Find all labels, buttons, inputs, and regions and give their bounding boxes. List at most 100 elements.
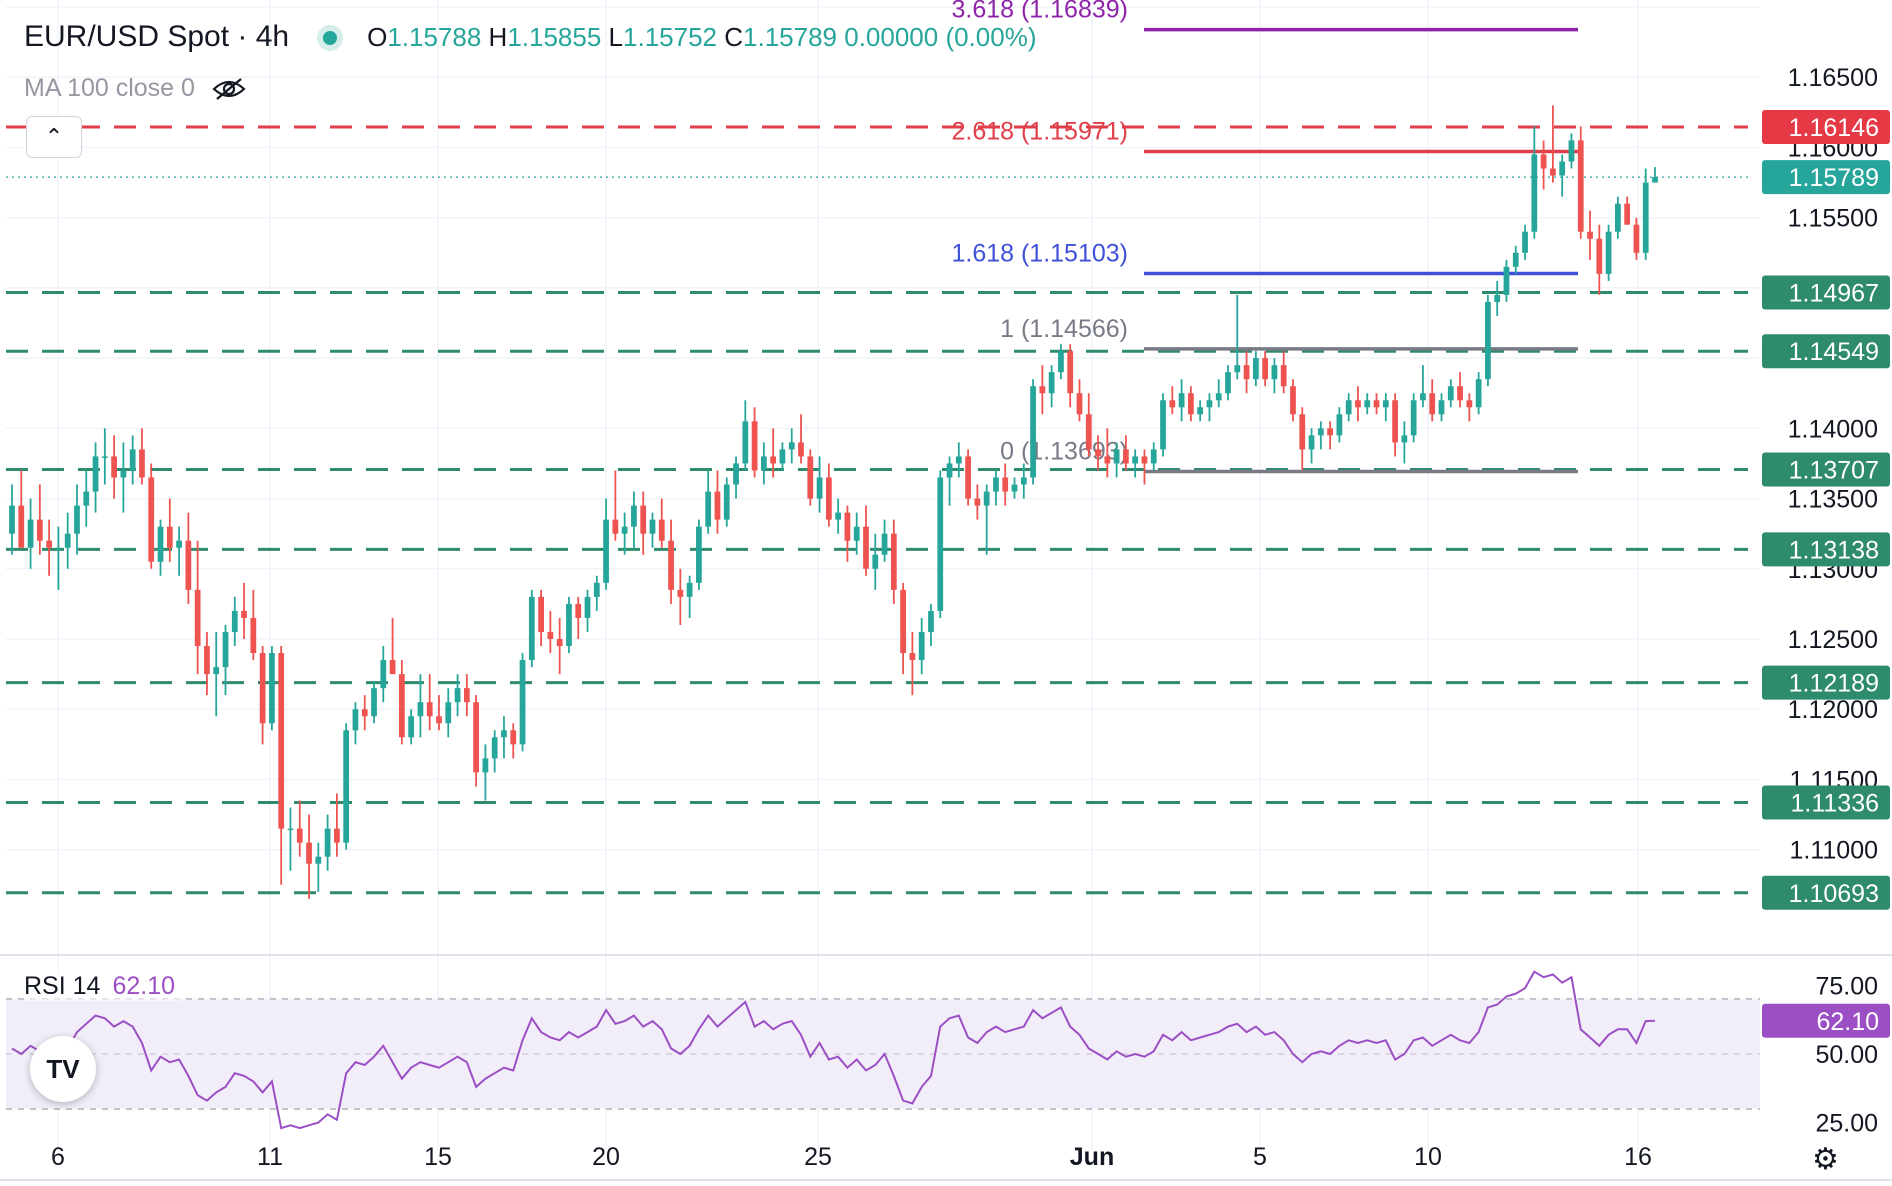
candle-body: [92, 456, 99, 492]
candle-body: [157, 526, 164, 562]
candle-body: [1132, 456, 1139, 464]
open-value: 1.15788: [387, 22, 482, 52]
price-tick-label: 1.12000: [1788, 696, 1878, 724]
candle-body: [343, 730, 350, 843]
time-tick-label: 11: [257, 1143, 283, 1171]
candle-body: [825, 477, 832, 520]
price-tick-label: 1.11000: [1789, 837, 1878, 865]
candle-body: [1327, 428, 1333, 436]
candle-body: [593, 582, 600, 597]
candle-body: [575, 603, 582, 618]
candle-body: [408, 716, 415, 738]
candle-body: [909, 653, 916, 661]
candle-body: [1160, 400, 1166, 450]
candle-body: [1178, 393, 1185, 408]
candle-body: [566, 603, 572, 647]
eye-off-icon[interactable]: [212, 77, 246, 101]
candle-body: [1642, 182, 1649, 253]
level-tag-bg: [1762, 452, 1890, 487]
candle-body: [872, 554, 879, 569]
candle-body: [1206, 400, 1213, 408]
candle-body: [1308, 435, 1315, 450]
candle-body: [714, 491, 721, 520]
candle-body: [1225, 372, 1231, 394]
candle-body: [890, 533, 897, 590]
candle-body: [454, 688, 461, 703]
candle-body: [296, 828, 303, 843]
candle-body: [621, 526, 628, 534]
time-tick-label: 6: [51, 1143, 65, 1171]
candle-body: [1141, 456, 1148, 464]
level-tag-bg: [1762, 109, 1890, 144]
level-tag-bg: [1762, 334, 1890, 369]
candle-body: [231, 610, 238, 632]
candle-body: [1568, 140, 1575, 162]
candle-body: [955, 456, 962, 464]
candle-body: [361, 709, 368, 717]
rsi-line: [11, 970, 1656, 1130]
candle-body: [1011, 484, 1018, 492]
candle-body: [1633, 224, 1640, 253]
rsi-label: RSI 14: [24, 972, 101, 1000]
candle-body: [417, 702, 424, 717]
candle-body: [1559, 161, 1566, 176]
rsi-legend[interactable]: RSI 14 62.10: [24, 972, 181, 1001]
candle-body: [1123, 449, 1129, 464]
candle-body: [120, 470, 127, 478]
candle-body: [111, 456, 117, 478]
candle-body: [64, 533, 71, 548]
candle-body: [853, 526, 860, 541]
candle-body: [770, 456, 777, 464]
candle-body: [46, 540, 53, 548]
candle-body: [55, 547, 62, 550]
candle-body: [436, 716, 442, 724]
high-value: 1.15855: [507, 22, 602, 52]
time-tick-label: Jun: [1070, 1143, 1114, 1171]
candle-body: [640, 505, 647, 534]
candle-body: [1420, 393, 1426, 401]
candle-body: [1085, 414, 1092, 450]
fibonacci-levels: 3.618 (1.16839) 2.618 (1.15971) 1.618 (1.1…: [951, 0, 1578, 474]
candle-body: [1150, 449, 1157, 464]
candle-body: [278, 653, 285, 829]
candle-body: [1039, 386, 1046, 394]
candle-body: [1550, 168, 1556, 176]
rsi-band: [6, 999, 1760, 1109]
candle-body: [965, 456, 971, 499]
close-value: 1.15789: [743, 22, 837, 52]
candle-body: [352, 709, 359, 731]
candle-body: [482, 758, 489, 773]
candle-body: [139, 449, 145, 478]
candle-body: [1382, 400, 1389, 408]
candle-body: [1058, 351, 1064, 373]
candle-body: [807, 456, 814, 499]
candle-body: [1503, 266, 1510, 295]
candle-body: [1113, 449, 1120, 464]
candle-body: [148, 477, 155, 562]
candle-body: [1020, 477, 1027, 485]
collapse-legend-button[interactable]: ⌃: [26, 116, 82, 158]
candle-body: [937, 477, 944, 611]
candle-body: [1614, 203, 1621, 232]
chart-settings-icon[interactable]: ⚙: [1812, 1143, 1839, 1176]
candle-body: [677, 589, 684, 597]
candle-body: [426, 702, 433, 717]
candle-body: [1624, 203, 1631, 225]
candle-body: [1485, 301, 1491, 380]
candle-body: [761, 456, 767, 471]
candle-body: [1271, 365, 1278, 380]
candle-body: [1540, 154, 1547, 169]
fib-label-1: 1 (1.14566): [1000, 315, 1128, 343]
candle-body: [993, 477, 999, 492]
price-tick-label: 1.14000: [1788, 415, 1878, 443]
candle-body: [696, 526, 702, 583]
ma-indicator-label: MA 100 close 0: [24, 74, 195, 102]
candle-body: [491, 737, 498, 759]
symbol-title[interactable]: EUR/USD Spot · 4h: [24, 20, 290, 53]
fib-label-1.618: 1.618 (1.15103): [951, 239, 1128, 267]
ma-indicator-legend[interactable]: MA 100 close 0: [24, 74, 246, 103]
candle-body: [510, 730, 517, 745]
low-value: 1.15752: [623, 22, 717, 52]
tradingview-logo[interactable]: TV: [30, 1036, 96, 1102]
